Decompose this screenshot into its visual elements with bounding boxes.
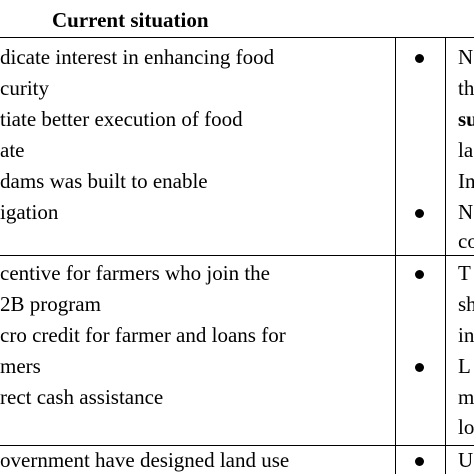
row2-right-line-1: T [458, 261, 471, 285]
row2-right-line-3: in [458, 323, 474, 347]
row2-right-line-5: m [458, 385, 474, 409]
column-header-current-situation: Current situation [52, 8, 209, 32]
row-divider-1 [0, 255, 474, 256]
header-rule [0, 37, 474, 38]
row1-right-line-4: la [458, 138, 474, 162]
row2-bullet-2 [415, 363, 424, 372]
row1-current-line-6: igation [0, 200, 59, 224]
row1-right-line-6: N [458, 200, 474, 224]
row3-current-line-1: overnment have designed land use [0, 448, 290, 472]
row2-right-line-4: L [458, 354, 471, 378]
row1-right-line-7: co [458, 229, 474, 253]
row2-right-line-2: sh [458, 292, 474, 316]
row1-current-line-3: tiate better execution of food [0, 107, 243, 131]
row3-bullet-1 [415, 457, 424, 466]
row1-right-line-2: th [458, 76, 474, 100]
row1-current-line-1: dicate interest in enhancing food [0, 45, 275, 69]
row1-right-line-5: In [458, 169, 474, 193]
row1-current-line-4: ate [0, 138, 25, 162]
row2-right-line-6: lo [458, 415, 474, 439]
row3-right-line-1: U [458, 448, 474, 472]
row2-bullet-1 [415, 270, 424, 279]
row1-right-line-3: su [458, 107, 474, 131]
row-divider-2 [0, 445, 474, 446]
row2-current-line-1: centive for farmers who join the [0, 261, 270, 285]
row1-current-line-5: dams was built to enable [0, 169, 208, 193]
row1-right-line-1: N [458, 45, 474, 69]
row2-current-line-5: rect cash assistance [0, 385, 164, 409]
row1-bullet-2 [415, 209, 424, 218]
column-divider-right [445, 37, 446, 474]
row2-current-line-2: 2B program [0, 292, 101, 316]
row1-bullet-1 [415, 54, 424, 63]
row1-current-line-2: curity [0, 76, 49, 100]
row2-current-line-3: cro credit for farmer and loans for [0, 323, 286, 347]
column-divider-left [395, 37, 396, 474]
row2-current-line-4: mers [0, 354, 41, 378]
